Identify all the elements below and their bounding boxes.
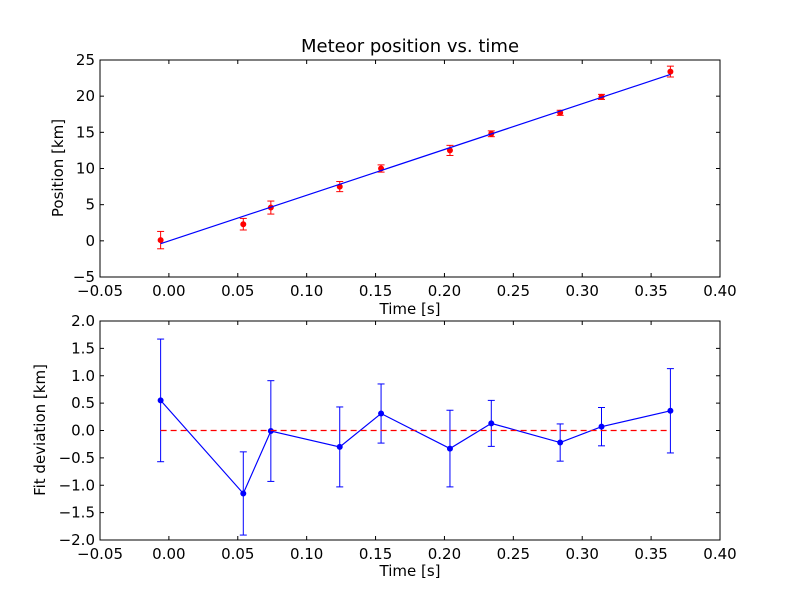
position-y-tick-label: 20 [76,87,95,105]
deviation-data-point [240,490,247,497]
deviation-x-tick-label: 0.10 [290,545,323,563]
position-x-tick-label: 0.05 [221,282,254,300]
position-y-tick-label: 25 [76,51,95,69]
position-axis-ticks: −0.05 0.00 0.05 0.10 0.15 0.20 0.25 0.30 0.35 0.4… [73,51,737,300]
deviation-y-tick-label: 0.5 [71,394,95,412]
position-y-tick-label: −5 [73,268,95,286]
position-x-tick-label: 0.35 [634,282,667,300]
deviation-y-tick-label: 2.0 [71,312,95,330]
position-data-point [667,68,674,75]
deviation-x-tick-label: 0.40 [703,545,736,563]
deviation-y-tick-label: −1.5 [59,504,95,522]
chart-title: Meteor position vs. time [301,36,519,57]
deviation-y-axis-label: Fit deviation [km] [31,364,49,496]
deviation-plot-content [157,338,674,536]
position-fit-line [160,73,671,245]
position-x-tick-label: 0.00 [152,282,185,300]
position-data-point [240,221,247,228]
deviation-x-axis-label: Time [s] [379,562,441,580]
deviation-axis-ticks: −0.05 0.00 0.05 0.10 0.15 0.20 0.25 0.30 0.35 0.4… [59,312,737,563]
position-data-point [157,237,164,244]
position-x-tick-label: 0.30 [566,282,599,300]
deviation-y-tick-label: −1.0 [59,476,95,494]
deviation-data-point [557,439,564,446]
deviation-x-tick-label: −0.05 [77,545,123,563]
deviation-y-tick-label: 0.0 [71,422,95,440]
position-x-tick-label: 0.40 [703,282,736,300]
deviation-data-point [667,407,674,414]
deviation-y-tick-label: −2.0 [59,531,95,549]
deviation-x-tick-label: 0.05 [221,545,254,563]
deviation-x-tick-label: 0.20 [428,545,461,563]
deviation-data-point [378,410,385,417]
position-y-tick-label: 0 [85,232,95,250]
position-y-tick-label: 10 [76,160,95,178]
deviation-y-tick-label: 1.0 [71,367,95,385]
deviation-data-point [446,445,453,452]
deviation-x-tick-label: 0.35 [634,545,667,563]
position-plot-content [157,65,674,250]
position-y-axis-label: Position [km] [49,119,67,217]
deviation-data-point [336,443,343,450]
deviation-data-point [488,420,495,427]
deviation-x-tick-label: 0.00 [152,545,185,563]
deviation-chart: −0.05 0.00 0.05 0.10 0.15 0.20 0.25 0.30 0.35 0.4… [31,312,737,580]
position-y-tick-label: 15 [76,123,95,141]
position-y-tick-label: 5 [85,196,95,214]
deviation-x-tick-label: 0.15 [359,545,392,563]
position-x-tick-label: 0.10 [290,282,323,300]
position-x-tick-label: −0.05 [77,282,123,300]
position-x-axis-label: Time [s] [379,300,441,318]
deviation-x-tick-label: 0.30 [566,545,599,563]
position-chart: Meteor position vs. time −0.05 0.00 0.05 0.… [49,36,737,318]
deviation-data-point [598,423,605,430]
position-x-tick-label: 0.15 [359,282,392,300]
deviation-y-tick-label: −0.5 [59,449,95,467]
deviation-x-tick-label: 0.25 [497,545,530,563]
deviation-data-point [157,397,164,404]
deviation-y-tick-label: 1.5 [71,339,95,357]
position-x-tick-label: 0.20 [428,282,461,300]
position-x-tick-label: 0.25 [497,282,530,300]
